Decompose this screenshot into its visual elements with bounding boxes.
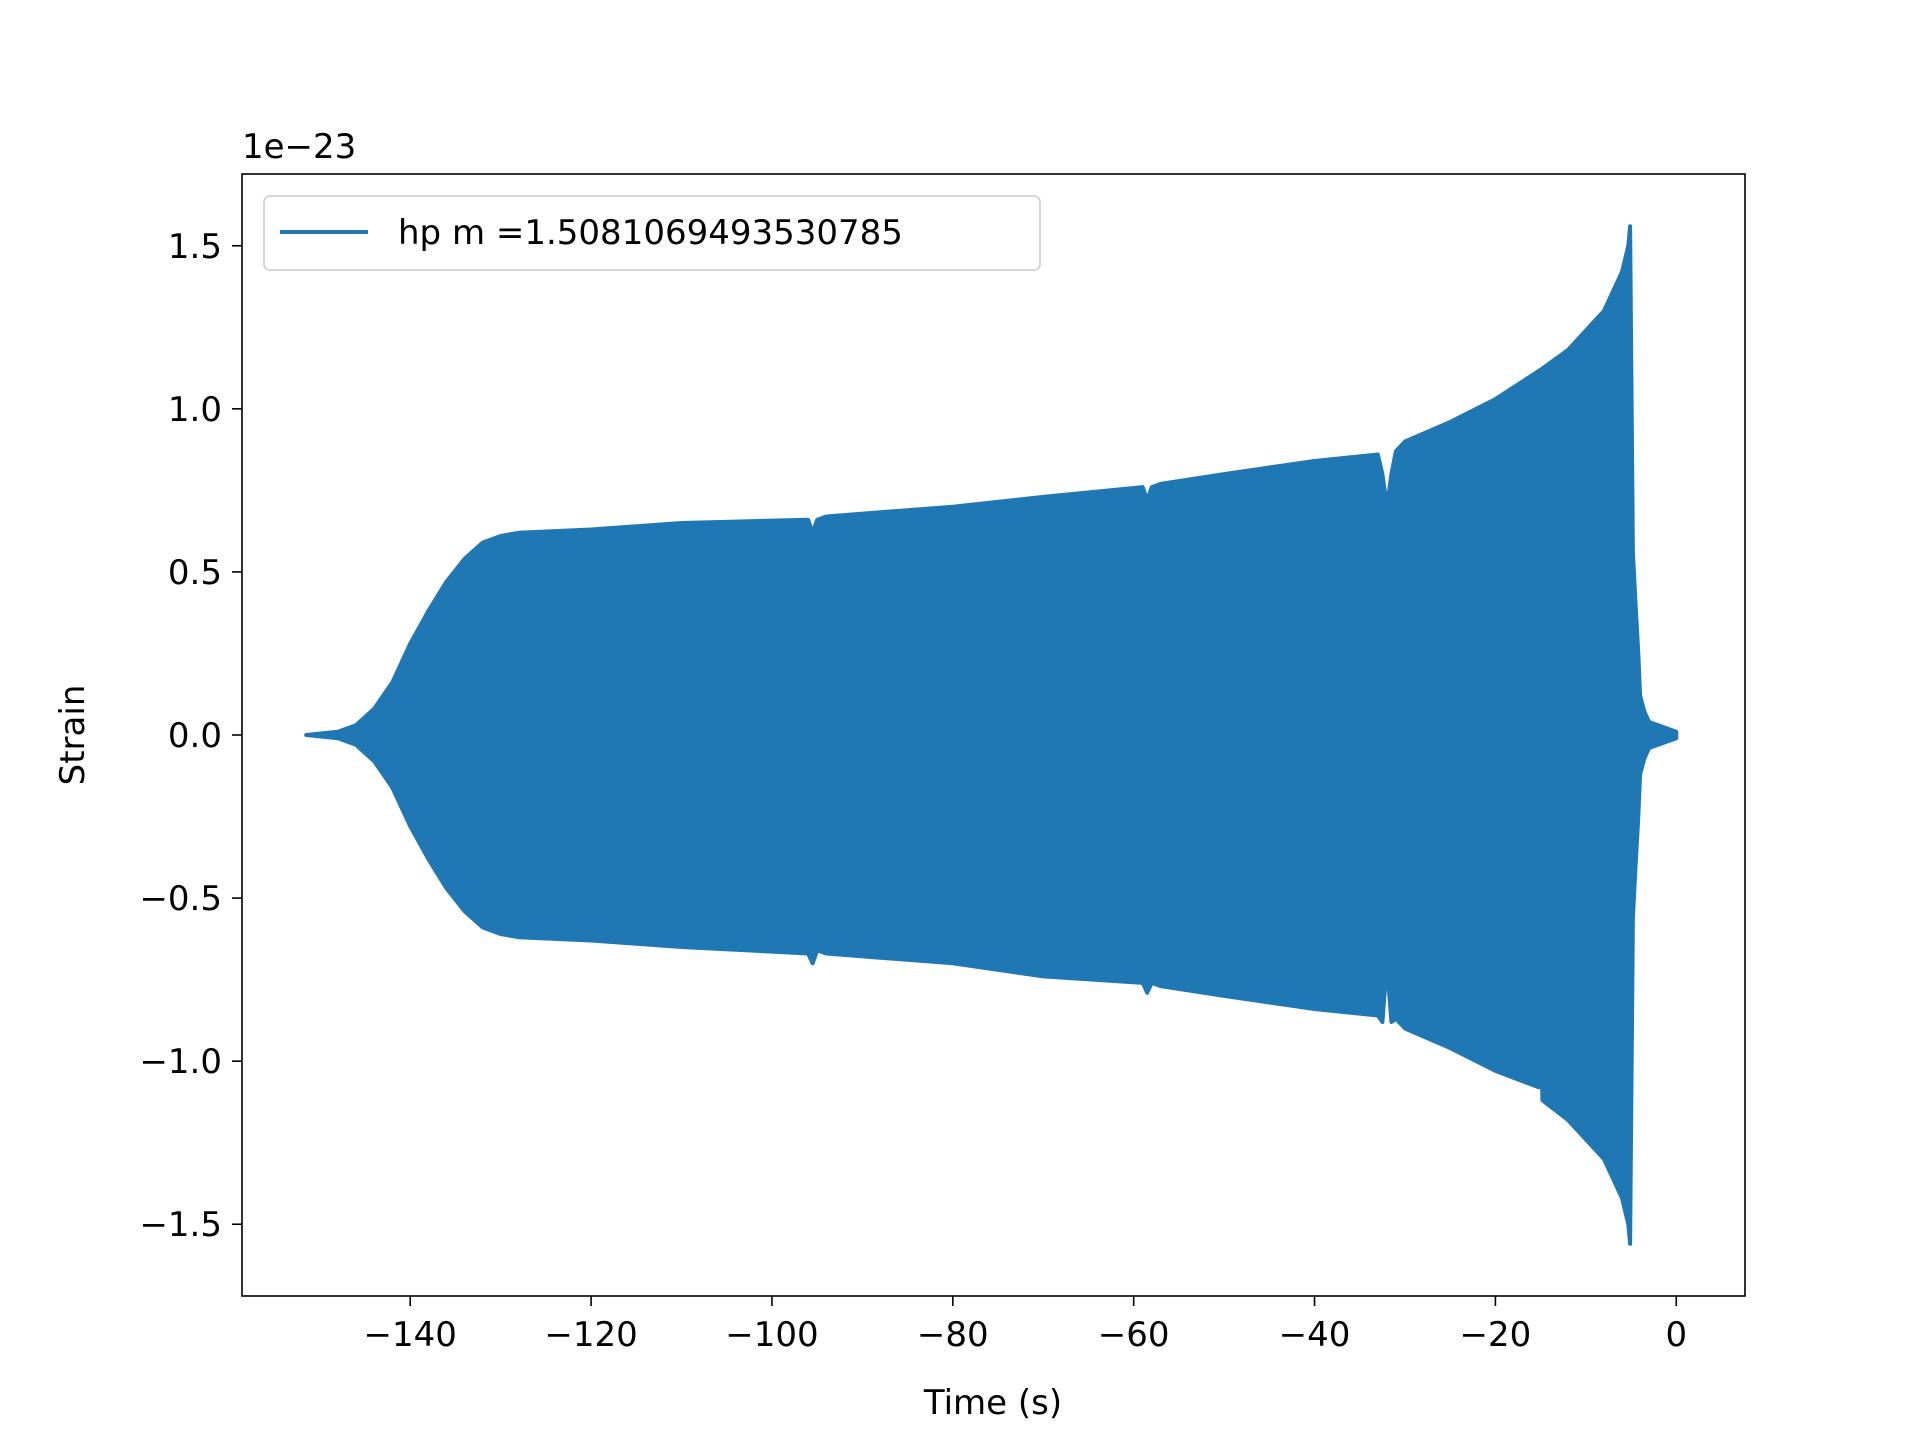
y-tick-label: −1.0	[139, 1042, 222, 1082]
x-tick-label: −140	[364, 1315, 457, 1355]
y-tick-label: 1.0	[168, 390, 222, 430]
y-tick-label: −0.5	[139, 879, 222, 919]
y-tick-label: 0.5	[168, 553, 222, 593]
y-offset-label: 1e−23	[242, 127, 356, 167]
y-tick-label: −1.5	[139, 1205, 222, 1245]
legend: hp m =1.5081069493530785	[263, 195, 1041, 271]
y-tick-label: 0.0	[168, 716, 222, 756]
legend-entry-label: hp m =1.5081069493530785	[398, 213, 903, 253]
legend-box	[263, 195, 1041, 271]
x-tick-label: −40	[1279, 1315, 1351, 1355]
y-tick-label: 1.5	[168, 227, 222, 267]
y-axis-label: Strain	[53, 685, 93, 786]
x-tick-label: −60	[1098, 1315, 1170, 1355]
x-axis-label: Time (s)	[923, 1383, 1062, 1423]
x-tick-label: −120	[544, 1315, 637, 1355]
x-tick-label: −20	[1460, 1315, 1532, 1355]
x-tick-label: −100	[725, 1315, 818, 1355]
series-waveform-envelope	[304, 224, 1679, 1246]
series-layer	[304, 224, 1679, 1246]
x-axis: −140 −120 −100 −80 −60 −40 −20 0	[364, 1296, 1687, 1355]
x-tick-label: 0	[1665, 1315, 1687, 1355]
y-axis: −1.5 −1.0 −0.5 0.0 0.5 1.0 1.5	[139, 227, 242, 1245]
x-tick-label: −80	[917, 1315, 989, 1355]
